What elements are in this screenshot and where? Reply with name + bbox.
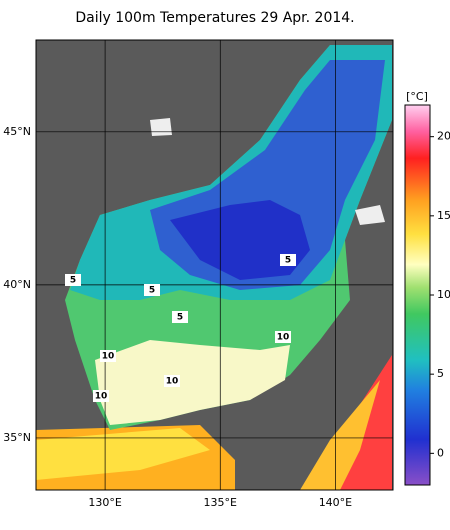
lat-label: 35°N	[3, 431, 31, 444]
ticks: 130°E 135°E 140°E 35°N 40°N 45°N 0 5 10 15 20	[3, 125, 450, 509]
contour-label: 10	[166, 377, 179, 387]
sea-southwest-warm	[36, 428, 210, 480]
colorbar-tick-label: 10	[437, 288, 450, 301]
colorbar-tick-label: 20	[437, 130, 450, 143]
colorbar-tick-label: 5	[437, 367, 444, 380]
contour-label: 10	[95, 392, 108, 402]
colorbar-label: [°C]	[406, 90, 428, 103]
lat-label: 40°N	[3, 278, 31, 291]
map-frame	[35, 39, 394, 491]
contour-label: 5	[177, 313, 183, 323]
lon-label: 130°E	[88, 496, 121, 509]
graticule	[36, 40, 393, 490]
colorbar-tick-label: 15	[437, 209, 450, 222]
contour-label: 5	[285, 256, 291, 266]
contour-label-box	[100, 350, 116, 362]
lon-label: 135°E	[204, 496, 237, 509]
contour-label-box	[280, 254, 296, 266]
title: Daily 100m Temperatures 29 Apr. 2014.	[75, 10, 354, 26]
contour-label-box	[164, 375, 180, 387]
lat-label: 45°N	[3, 125, 31, 138]
sea-light	[95, 340, 290, 425]
contour-label: 5	[149, 286, 155, 296]
ice-patch	[355, 205, 385, 225]
contour-label-box	[144, 284, 160, 296]
contour-label: 10	[277, 333, 290, 343]
contour-label: 10	[102, 352, 115, 362]
contour-label-box	[275, 331, 291, 343]
snow-patch	[150, 118, 172, 136]
contour-label: 5	[70, 276, 76, 286]
contour-label-box	[93, 390, 109, 402]
sea-pacific-warm	[300, 380, 380, 490]
lon-label: 140°E	[319, 496, 352, 509]
contour-label-box	[172, 311, 188, 323]
contour-label-box	[65, 274, 81, 286]
colorbar	[404, 104, 431, 486]
sea-deep-blue	[170, 200, 310, 280]
colorbar-tick-label: 0	[437, 446, 444, 459]
